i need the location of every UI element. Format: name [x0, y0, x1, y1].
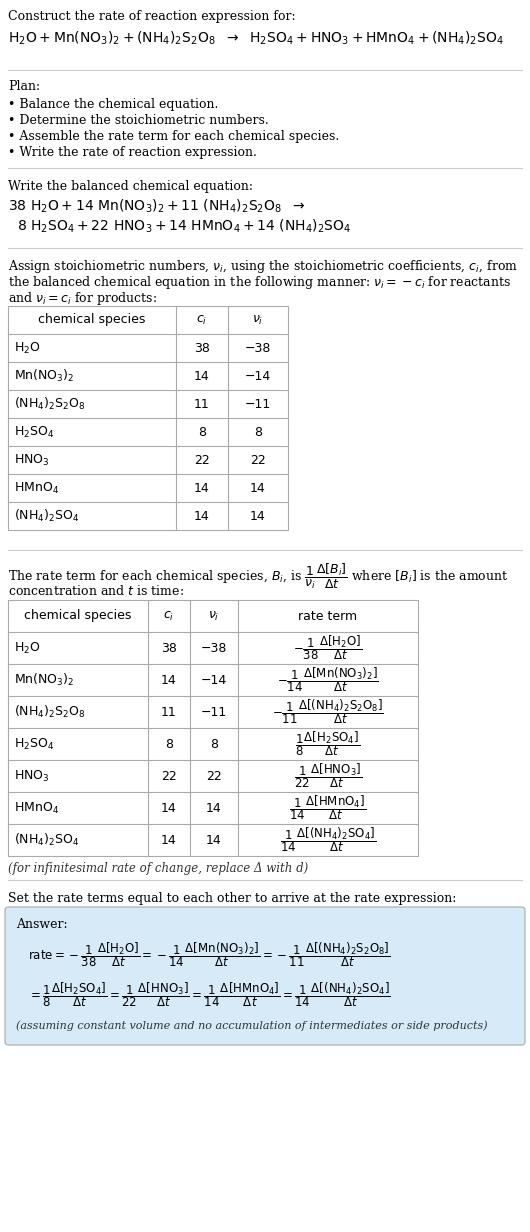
Text: $\mathregular{H_2SO_4}$: $\mathregular{H_2SO_4}$ [14, 425, 54, 440]
Bar [8, 306, 288, 530]
Text: the balanced chemical equation in the following manner: $\nu_i = -c_i$ for react: the balanced chemical equation in the fo… [8, 274, 511, 291]
Text: (for infinitesimal rate of change, replace Δ with d): (for infinitesimal rate of change, repla… [8, 862, 308, 875]
Text: $\dfrac{1}{22}\dfrac{\Delta[\mathrm{HNO_3}]}{\Delta t}$: $\dfrac{1}{22}\dfrac{\Delta[\mathrm{HNO_… [294, 761, 362, 791]
Text: • Balance the chemical equation.: • Balance the chemical equation. [8, 99, 218, 111]
Text: 14: 14 [250, 482, 266, 494]
Text: and $\nu_i = c_i$ for products:: and $\nu_i = c_i$ for products: [8, 290, 157, 307]
Text: −11: −11 [245, 398, 271, 410]
Text: 14: 14 [250, 510, 266, 522]
Text: chemical species: chemical species [38, 313, 146, 326]
Text: Assign stoichiometric numbers, $\nu_i$, using the stoichiometric coefficients, $: Assign stoichiometric numbers, $\nu_i$, … [8, 257, 518, 275]
Text: $\mathrm{rate} = -\dfrac{1}{38}\dfrac{\Delta[\mathrm{H_2O}]}{\Delta t} = -\dfrac: $\mathrm{rate} = -\dfrac{1}{38}\dfrac{\D… [28, 940, 391, 968]
Text: $\mathregular{HMnO_4}$: $\mathregular{HMnO_4}$ [14, 801, 59, 816]
Text: $\mathregular{Mn(NO_3)_2}$: $\mathregular{Mn(NO_3)_2}$ [14, 671, 74, 687]
Text: $-\dfrac{1}{38}\dfrac{\Delta[\mathrm{H_2O}]}{\Delta t}$: $-\dfrac{1}{38}\dfrac{\Delta[\mathrm{H_2… [294, 633, 363, 663]
Text: $\mathregular{(NH_4)_2SO_4}$: $\mathregular{(NH_4)_2SO_4}$ [14, 508, 80, 524]
Text: 14: 14 [161, 834, 177, 846]
Text: Plan:: Plan: [8, 80, 40, 92]
Text: 22: 22 [250, 453, 266, 467]
Text: • Write the rate of reaction expression.: • Write the rate of reaction expression. [8, 147, 257, 159]
Text: $\mathregular{HMnO_4}$: $\mathregular{HMnO_4}$ [14, 480, 59, 495]
Text: 14: 14 [194, 510, 210, 522]
Text: $\mathregular{38\ H_2O + 14\ Mn(NO_3)_2 + 11\ (NH_4)_2S_2O_8}$  $\mathregular{\r: $\mathregular{38\ H_2O + 14\ Mn(NO_3)_2 … [8, 198, 306, 216]
Text: 14: 14 [206, 802, 222, 814]
Text: $\mathregular{HNO_3}$: $\mathregular{HNO_3}$ [14, 769, 50, 784]
Text: 8: 8 [198, 425, 206, 439]
Text: $\mathregular{(NH_4)_2SO_4}$: $\mathregular{(NH_4)_2SO_4}$ [14, 832, 80, 848]
Text: $c_i$: $c_i$ [163, 610, 174, 622]
Text: 8: 8 [254, 425, 262, 439]
Bar [8, 600, 418, 856]
Text: $\mathregular{HNO_3}$: $\mathregular{HNO_3}$ [14, 452, 50, 468]
Text: Set the rate terms equal to each other to arrive at the rate expression:: Set the rate terms equal to each other t… [8, 892, 456, 906]
Text: $\dfrac{1}{14}\dfrac{\Delta[\mathrm{(NH_4)_2SO_4}]}{\Delta t}$: $\dfrac{1}{14}\dfrac{\Delta[\mathrm{(NH_… [280, 825, 376, 855]
Text: $= \dfrac{1}{8}\dfrac{\Delta[\mathrm{H_2SO_4}]}{\Delta t} = \dfrac{1}{22}\dfrac{: $= \dfrac{1}{8}\dfrac{\Delta[\mathrm{H_2… [28, 979, 391, 1009]
Text: $\nu_i$: $\nu_i$ [208, 610, 220, 622]
Text: rate term: rate term [298, 610, 358, 622]
Text: 14: 14 [161, 802, 177, 814]
Text: Write the balanced chemical equation:: Write the balanced chemical equation: [8, 180, 253, 193]
Text: 22: 22 [194, 453, 210, 467]
FancyBboxPatch shape [5, 907, 525, 1045]
Text: 14: 14 [194, 482, 210, 494]
Text: • Determine the stoichiometric numbers.: • Determine the stoichiometric numbers. [8, 115, 269, 127]
Text: −14: −14 [245, 370, 271, 382]
Text: 14: 14 [194, 370, 210, 382]
Text: −38: −38 [245, 341, 271, 355]
Text: 14: 14 [161, 674, 177, 686]
Text: Answer:: Answer: [16, 918, 68, 931]
Text: • Assemble the rate term for each chemical species.: • Assemble the rate term for each chemic… [8, 131, 339, 143]
Text: $-\dfrac{1}{14}\dfrac{\Delta[\mathrm{Mn(NO_3)_2}]}{\Delta t}$: $-\dfrac{1}{14}\dfrac{\Delta[\mathrm{Mn(… [277, 665, 379, 695]
Text: −11: −11 [201, 706, 227, 718]
Text: 11: 11 [161, 706, 177, 718]
Text: $\nu_i$: $\nu_i$ [252, 313, 264, 326]
Text: $\mathregular{H_2O}$: $\mathregular{H_2O}$ [14, 641, 41, 655]
Text: chemical species: chemical species [24, 610, 131, 622]
Text: concentration and $t$ is time:: concentration and $t$ is time: [8, 584, 184, 598]
Text: $-\dfrac{1}{11}\dfrac{\Delta[\mathrm{(NH_4)_2S_2O_8}]}{\Delta t}$: $-\dfrac{1}{11}\dfrac{\Delta[\mathrm{(NH… [272, 697, 384, 727]
Text: 8: 8 [210, 738, 218, 750]
Text: 38: 38 [161, 642, 177, 654]
Text: 38: 38 [194, 341, 210, 355]
Text: 22: 22 [206, 770, 222, 782]
Text: $\dfrac{1}{8}\dfrac{\Delta[\mathrm{H_2SO_4}]}{\Delta t}$: $\dfrac{1}{8}\dfrac{\Delta[\mathrm{H_2SO… [295, 729, 360, 759]
Text: $\mathregular{\ \ 8\ H_2SO_4 + 22\ HNO_3 + 14\ HMnO_4 + 14\ (NH_4)_2SO_4}$: $\mathregular{\ \ 8\ H_2SO_4 + 22\ HNO_3… [8, 218, 351, 235]
Text: $\mathregular{Mn(NO_3)_2}$: $\mathregular{Mn(NO_3)_2}$ [14, 368, 74, 384]
Text: (assuming constant volume and no accumulation of intermediates or side products): (assuming constant volume and no accumul… [16, 1020, 488, 1030]
Text: $\mathregular{(NH_4)_2S_2O_8}$: $\mathregular{(NH_4)_2S_2O_8}$ [14, 703, 85, 719]
Text: $\mathregular{H_2O}$: $\mathregular{H_2O}$ [14, 340, 41, 356]
Text: −38: −38 [201, 642, 227, 654]
Text: Construct the rate of reaction expression for:: Construct the rate of reaction expressio… [8, 10, 296, 23]
Text: 14: 14 [206, 834, 222, 846]
Text: $\mathregular{(NH_4)_2S_2O_8}$: $\mathregular{(NH_4)_2S_2O_8}$ [14, 395, 85, 411]
Text: $\mathregular{H_2O + Mn(NO_3)_2 + (NH_4)_2S_2O_8}$  $\mathregular{\rightarrow}$ : $\mathregular{H_2O + Mn(NO_3)_2 + (NH_4)… [8, 30, 504, 47]
Text: $c_i$: $c_i$ [197, 313, 208, 326]
Text: −14: −14 [201, 674, 227, 686]
Text: $\mathregular{H_2SO_4}$: $\mathregular{H_2SO_4}$ [14, 737, 54, 752]
Text: $\dfrac{1}{14}\dfrac{\Delta[\mathrm{HMnO_4}]}{\Delta t}$: $\dfrac{1}{14}\dfrac{\Delta[\mathrm{HMnO… [289, 793, 367, 823]
Text: The rate term for each chemical species, $B_i$, is $\dfrac{1}{\nu_i}\dfrac{\Delt: The rate term for each chemical species,… [8, 562, 509, 591]
Text: 22: 22 [161, 770, 177, 782]
Text: 8: 8 [165, 738, 173, 750]
Text: 11: 11 [194, 398, 210, 410]
